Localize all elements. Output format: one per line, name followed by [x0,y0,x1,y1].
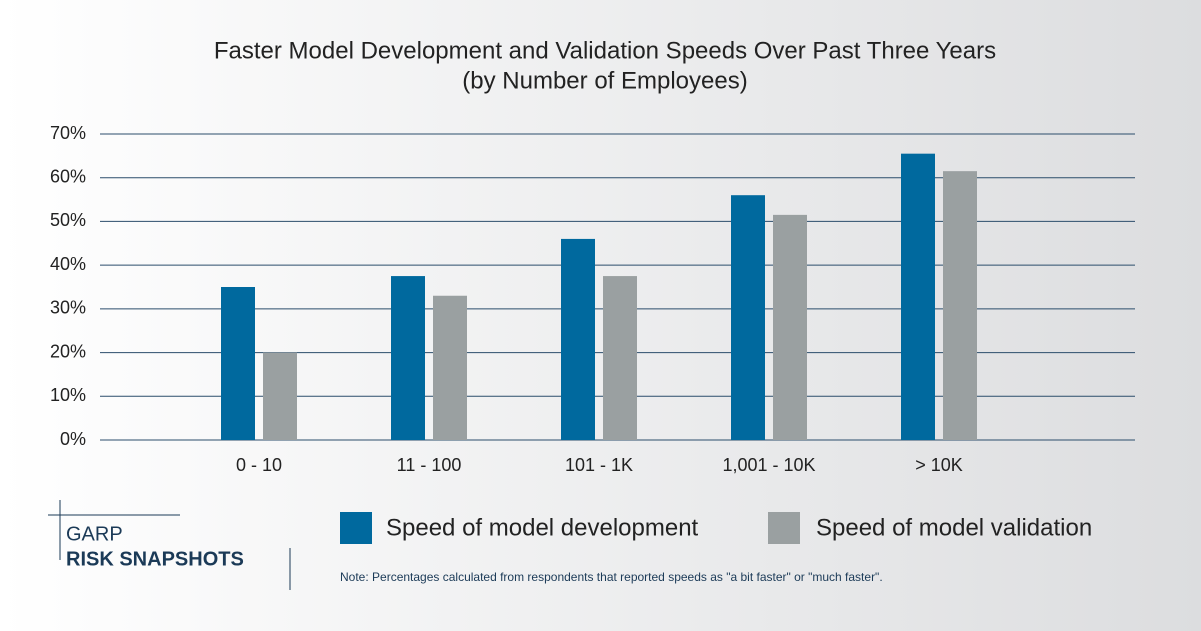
y-tick-label: 30% [50,298,86,318]
bar [603,276,637,440]
bar [901,153,935,440]
bar [263,352,297,440]
chart-subtitle: (by Number of Employees) [462,67,747,94]
plot: 0% 10% 20% 30% 40% 50% 60% 70% 0 - 10 11 - 100 101… [50,123,1135,475]
y-tick-label: 60% [50,166,86,186]
x-tick-label: 11 - 100 [397,455,462,475]
bar [433,295,467,440]
x-tick-label: 1,001 - 10K [722,455,815,475]
bar [391,276,425,440]
x-tick-label: 0 - 10 [236,455,282,475]
y-tick-label: 10% [50,385,86,405]
x-tick-label: 101 - 1K [565,455,633,475]
y-tick-label: 40% [50,254,86,274]
bar [731,195,765,440]
bar [943,171,977,440]
logo-text: GARP [66,523,123,545]
x-tick-label: > 10K [915,455,963,475]
y-tick-label: 50% [50,210,86,230]
legend-label: Speed of model development [386,514,699,541]
legend-swatch [768,512,800,544]
chart-title: Faster Model Development and Validation … [214,37,996,64]
legend-swatch [340,512,372,544]
bar [773,214,807,440]
logo-text: RISK SNAPSHOTS [66,548,244,570]
bar [561,238,595,440]
bar [221,287,255,440]
y-tick-label: 0% [60,429,86,449]
y-tick-label: 70% [50,123,86,143]
y-tick-label: 20% [50,341,86,361]
legend-label: Speed of model validation [816,514,1092,541]
note: Note: Percentages calculated from respon… [340,570,883,584]
